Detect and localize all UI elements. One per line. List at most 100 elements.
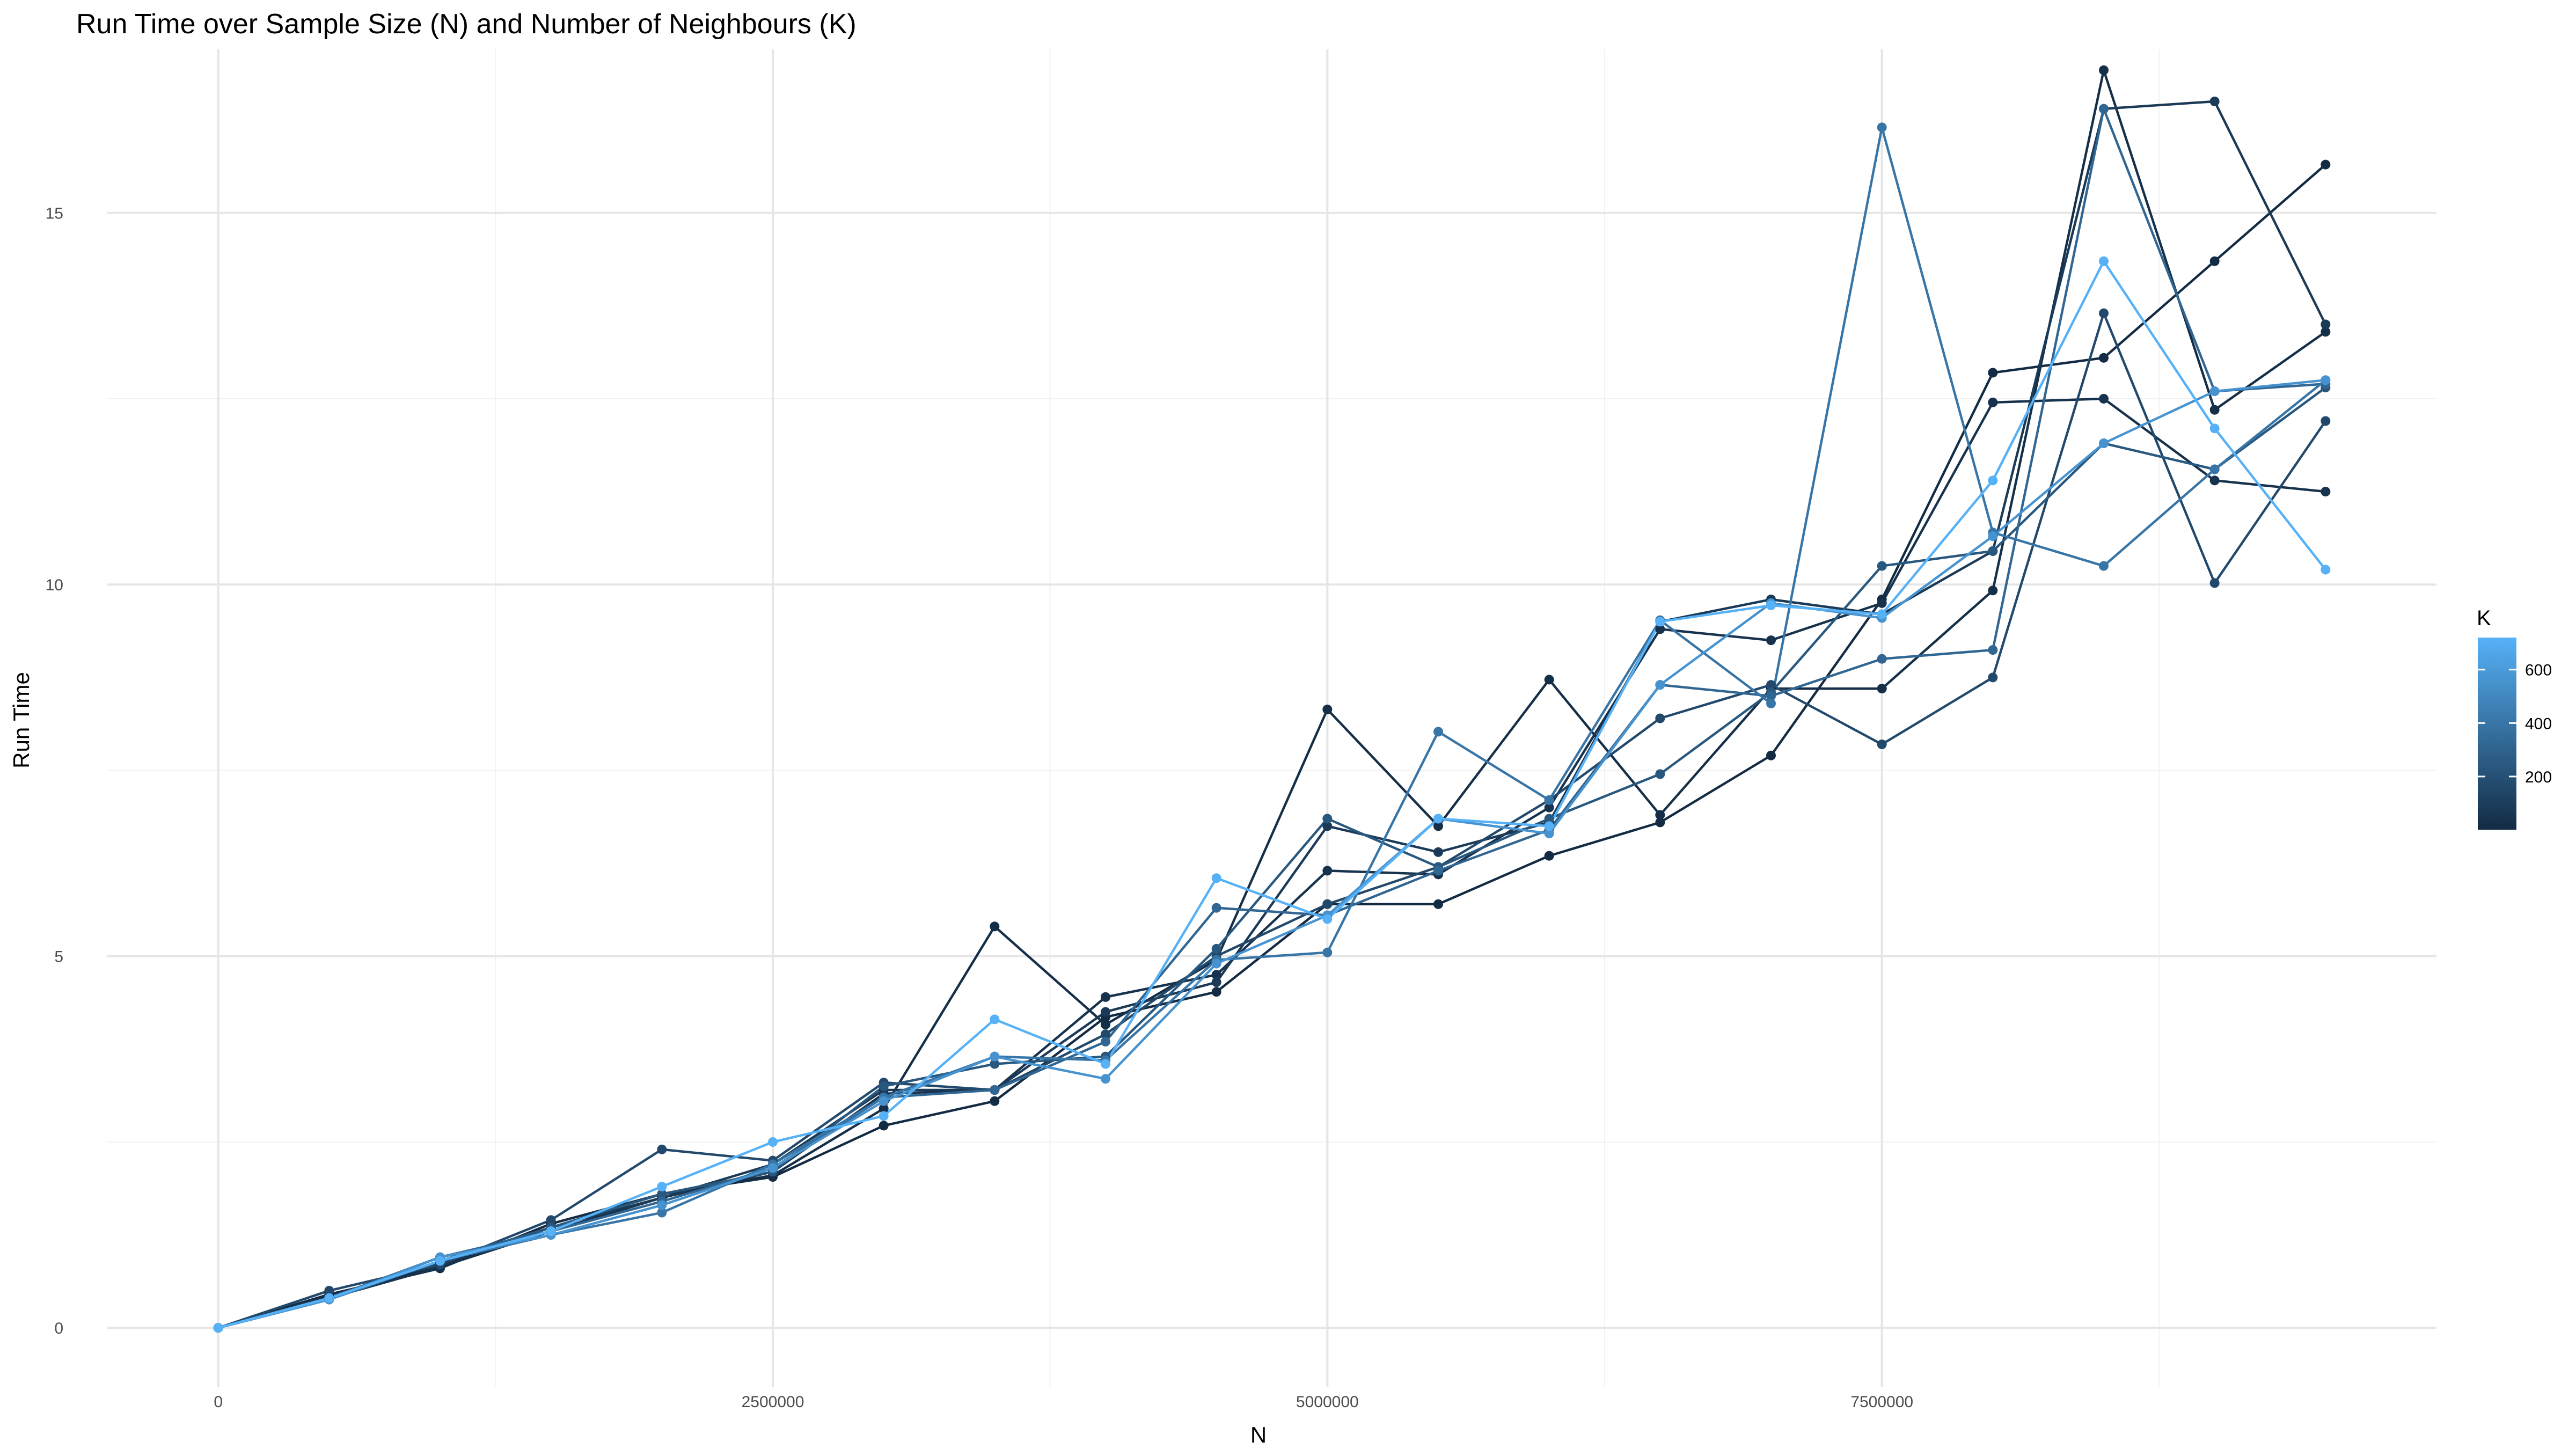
legend-break-label: 400 bbox=[2525, 715, 2552, 733]
data-point-k20 bbox=[879, 1103, 889, 1114]
data-point-k560 bbox=[1655, 680, 1665, 690]
data-point-k560 bbox=[2321, 375, 2331, 385]
data-point-k720 bbox=[1544, 821, 1554, 831]
data-point-k40 bbox=[1988, 397, 1998, 407]
data-point-k720 bbox=[1766, 600, 1776, 610]
data-point-k320 bbox=[1101, 1036, 1110, 1046]
color-legend: K 200 400 600 bbox=[2477, 606, 2552, 830]
data-point-k720 bbox=[2099, 256, 2109, 266]
legend-break-label: 600 bbox=[2525, 662, 2552, 679]
data-point-k20 bbox=[2321, 327, 2331, 337]
data-point-k560 bbox=[1988, 531, 1998, 541]
data-point-k160 bbox=[2321, 416, 2331, 426]
x-tick-label: 0 bbox=[214, 1393, 223, 1411]
data-point-k1 bbox=[1766, 750, 1776, 760]
minor-gridlines bbox=[107, 49, 2436, 1387]
data-point-k400 bbox=[2099, 561, 2109, 571]
series-line-k20 bbox=[218, 69, 2326, 1329]
legend-ticks: 200 400 600 bbox=[2478, 662, 2552, 786]
y-tick-label: 5 bbox=[54, 948, 63, 966]
data-point-k160 bbox=[1655, 713, 1665, 723]
data-point-k400 bbox=[2209, 464, 2220, 474]
data-point-k560 bbox=[879, 1096, 889, 1106]
series-line-k1 bbox=[218, 163, 2326, 1329]
x-tick-label: 7500000 bbox=[1850, 1393, 1913, 1411]
data-point-k320 bbox=[1988, 645, 1998, 655]
data-point-k1 bbox=[2099, 353, 2109, 363]
data-point-k80 bbox=[2321, 319, 2331, 330]
data-point-k1 bbox=[2209, 256, 2220, 266]
series-line-k240 bbox=[218, 386, 2326, 1329]
data-point-k20 bbox=[2099, 65, 2109, 75]
series-line-k720 bbox=[218, 260, 2327, 1329]
data-point-k40 bbox=[1101, 992, 1110, 1002]
data-point-k320 bbox=[1877, 654, 1887, 664]
data-point-k240 bbox=[1988, 546, 1998, 556]
legend-break-label: 200 bbox=[2525, 769, 2552, 786]
data-point-k720 bbox=[435, 1256, 445, 1266]
data-point-k720 bbox=[546, 1226, 556, 1236]
data-point-k240 bbox=[657, 1189, 667, 1199]
data-point-k1 bbox=[879, 1121, 889, 1131]
data-point-k720 bbox=[990, 1014, 1000, 1024]
data-point-k80 bbox=[1433, 847, 1443, 857]
data-point-k560 bbox=[990, 1051, 1000, 1062]
data-point-k720 bbox=[1211, 873, 1221, 883]
data-point-k560 bbox=[768, 1163, 778, 1173]
data-point-k400 bbox=[1433, 727, 1443, 737]
data-point-k240 bbox=[1877, 561, 1887, 571]
x-tick-label: 2500000 bbox=[742, 1393, 804, 1411]
series-line-k80 bbox=[218, 100, 2327, 1329]
data-point-k20 bbox=[1322, 704, 1333, 714]
series-lines bbox=[217, 69, 2327, 1329]
data-point-k720 bbox=[1322, 914, 1333, 924]
data-point-k160 bbox=[1101, 1029, 1110, 1040]
data-point-k720 bbox=[1655, 617, 1665, 627]
data-point-k560 bbox=[657, 1200, 667, 1210]
data-point-k20 bbox=[2209, 405, 2220, 415]
data-point-k240 bbox=[879, 1081, 889, 1092]
data-point-k40 bbox=[1877, 598, 1887, 608]
data-point-k720 bbox=[324, 1293, 334, 1303]
data-point-k720 bbox=[1988, 475, 1998, 486]
data-point-k560 bbox=[1101, 1074, 1110, 1084]
data-point-k320 bbox=[1433, 866, 1443, 876]
data-point-k80 bbox=[1322, 821, 1333, 831]
y-tick-label: 0 bbox=[54, 1320, 63, 1337]
data-point-k1 bbox=[1211, 987, 1221, 997]
data-point-k1 bbox=[990, 1096, 1000, 1106]
data-point-k160 bbox=[2099, 308, 2109, 318]
data-point-k1 bbox=[2321, 159, 2331, 170]
data-point-k20 bbox=[1101, 1020, 1110, 1030]
data-point-k160 bbox=[1877, 739, 1887, 749]
data-point-k20 bbox=[990, 921, 1000, 932]
y-tick-label: 10 bbox=[46, 576, 63, 594]
major-gridlines bbox=[107, 49, 2436, 1387]
chart-title: Run Time over Sample Size (N) and Number… bbox=[76, 9, 857, 40]
data-point-k40 bbox=[2209, 475, 2220, 486]
data-point-k160 bbox=[2209, 578, 2220, 588]
data-point-k240 bbox=[1544, 814, 1554, 824]
data-point-k720 bbox=[2209, 423, 2220, 434]
y-tick-label: 15 bbox=[46, 205, 63, 223]
data-point-k1 bbox=[1544, 851, 1554, 861]
data-point-k400 bbox=[1766, 698, 1776, 708]
data-point-k20 bbox=[1433, 821, 1443, 831]
data-point-k720 bbox=[213, 1323, 223, 1333]
data-point-k400 bbox=[1322, 947, 1333, 957]
data-point-k40 bbox=[1211, 970, 1221, 980]
data-point-k20 bbox=[1988, 586, 1998, 596]
series-points bbox=[213, 65, 2331, 1333]
data-point-k160 bbox=[1988, 672, 1998, 683]
data-point-k1 bbox=[1655, 817, 1665, 828]
data-point-k80 bbox=[1101, 1007, 1110, 1017]
data-point-k40 bbox=[1766, 635, 1776, 646]
data-point-k80 bbox=[1211, 977, 1221, 987]
data-point-k560 bbox=[2099, 438, 2109, 449]
data-point-k160 bbox=[1322, 899, 1333, 909]
data-point-k160 bbox=[1766, 680, 1776, 690]
data-point-k240 bbox=[990, 1059, 1000, 1069]
data-point-k560 bbox=[2209, 386, 2220, 397]
data-point-k40 bbox=[1544, 802, 1554, 813]
